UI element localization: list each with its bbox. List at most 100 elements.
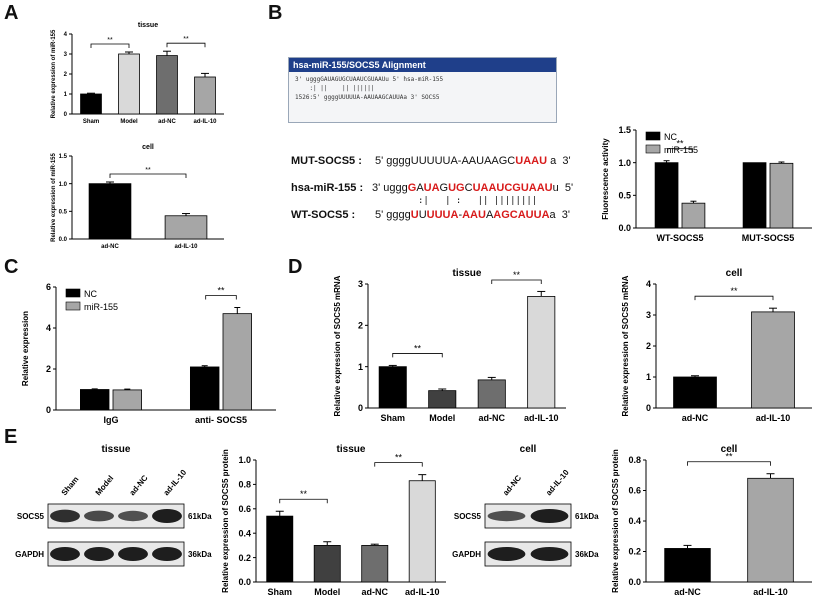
significance-mark: **	[145, 167, 151, 174]
significance-bracket	[392, 353, 443, 358]
y-tick-label: 3	[358, 279, 363, 289]
significance-bracket	[687, 461, 771, 466]
chart-title: cell	[142, 144, 154, 151]
blot-band	[152, 509, 182, 523]
blot-mw-label: 36kDa	[188, 550, 212, 559]
x-tick-label: ad-NC	[674, 587, 701, 597]
seq-mut-5prime: 5' ggggUUUUUA-AAUAAGC	[375, 155, 516, 167]
y-tick-label: 3	[64, 52, 68, 58]
seq-mir-part: G	[439, 182, 449, 194]
seq-wt-part: 5' gggg	[375, 209, 411, 221]
y-tick-label: 0.8	[238, 480, 251, 490]
bar	[747, 477, 794, 583]
seq-mir-part: 3' uggg	[372, 182, 408, 194]
significance-bracket	[166, 42, 206, 48]
blot-mw-label: 36kDa	[575, 550, 599, 559]
blot-mw-label: 61kDa	[575, 512, 599, 521]
x-tick-label: ad-IL-10	[753, 587, 788, 597]
seq-wt-part: a 3'	[549, 209, 570, 221]
y-tick-label: 0.8	[628, 455, 641, 465]
x-tick-label: ad-IL-10	[405, 587, 440, 597]
seq-mir-part: C	[464, 182, 473, 194]
y-tick-label: 1	[646, 372, 651, 382]
y-tick-label: 1.0	[618, 158, 631, 168]
significance-mark: **	[300, 489, 308, 499]
blot-row-label: SOCS5	[454, 512, 482, 521]
x-tick-label: ad-NC	[158, 119, 176, 125]
x-tick-label: Sham	[83, 119, 99, 125]
bar	[266, 515, 294, 583]
y-tick-label: 0	[64, 112, 68, 118]
x-tick-label: Model	[120, 119, 138, 125]
x-tick-label: ad-IL-10	[756, 413, 791, 423]
significance-mark: **	[676, 139, 684, 149]
x-tick-label: ad-NC	[479, 413, 506, 423]
y-axis-label: Relative expression of SOCS5 protein	[221, 449, 230, 593]
y-tick-label: 0.0	[618, 223, 631, 233]
seq-mut-red: UAAU	[515, 155, 548, 167]
y-axis-label: Relative expression of miR-155	[51, 152, 57, 241]
chart-title: cell	[721, 444, 738, 455]
y-tick-label: 0.4	[628, 516, 641, 526]
significance-mark: **	[513, 270, 521, 280]
seq-mir-part: UA	[423, 182, 440, 194]
y-tick-label: 2	[358, 320, 363, 330]
x-tick-label: ad-NC	[682, 413, 709, 423]
chart-title: cell	[726, 268, 743, 279]
chart-title: tissue	[453, 268, 482, 279]
x-tick-label: IgG	[104, 415, 119, 425]
y-tick-label: 0.0	[628, 577, 641, 587]
y-tick-label: 4	[46, 323, 51, 333]
seq-wt: 5' ggggUUUUUA-AAUAAGCAUUAa 3'	[375, 209, 570, 221]
bar	[751, 311, 795, 409]
blot-band	[118, 547, 148, 561]
x-tick-label: ad-NC	[362, 587, 389, 597]
seq-mir-part: A	[416, 182, 424, 194]
x-tick-label: ad-IL-10	[524, 413, 559, 423]
y-axis-label: Relative expression of SOCS5 mRNA	[621, 275, 630, 416]
blot-row-label: GAPDH	[452, 550, 481, 559]
seq-mir: 3' ugggGAUAGUGCUAAUCGUAAUu 5'	[372, 182, 573, 194]
bar	[189, 366, 220, 411]
blot-band	[487, 547, 526, 561]
bar	[742, 162, 767, 229]
seq-mir-part: G	[407, 182, 417, 194]
x-tick-label: ad-IL-10	[174, 244, 198, 250]
bar	[664, 548, 711, 583]
blot-band	[50, 547, 80, 561]
alignment-body: 3' ugggGAUAGUGCUAAUCGUAAUu 5' hsa-miR-15…	[289, 72, 556, 102]
seq-wt-part: U	[418, 209, 427, 221]
seq-wt-part: UUUA	[426, 209, 459, 221]
y-tick-label: 1	[358, 362, 363, 372]
significance-bracket	[205, 295, 237, 300]
y-axis-label: Fluorescence activity	[601, 138, 610, 220]
significance-bracket	[491, 279, 542, 284]
bar	[477, 379, 506, 409]
y-tick-label: 0.0	[59, 237, 68, 243]
blot-band	[152, 547, 182, 561]
blot-band	[487, 510, 526, 522]
seq-wt-part: AGCAUUA	[493, 209, 550, 221]
significance-mark: **	[730, 286, 738, 296]
bar	[313, 545, 341, 583]
seq-mir-part: UG	[448, 182, 465, 194]
x-tick-label: Model	[314, 587, 340, 597]
y-axis-label: Relative expression of SOCS5 protein	[611, 449, 620, 593]
alignment-line2: :| || || ||||||	[295, 85, 375, 92]
significance-bracket	[667, 148, 693, 153]
y-tick-label: 4	[64, 32, 68, 38]
significance-mark: **	[414, 343, 422, 353]
y-tick-label: 0	[358, 403, 363, 413]
y-tick-label: 0.6	[238, 504, 251, 514]
bar	[378, 366, 407, 409]
seq-mir-part: UAA	[472, 182, 497, 194]
significance-bracket	[90, 43, 130, 48]
significance-mark: **	[725, 452, 733, 462]
y-tick-label: 0.5	[618, 190, 631, 200]
